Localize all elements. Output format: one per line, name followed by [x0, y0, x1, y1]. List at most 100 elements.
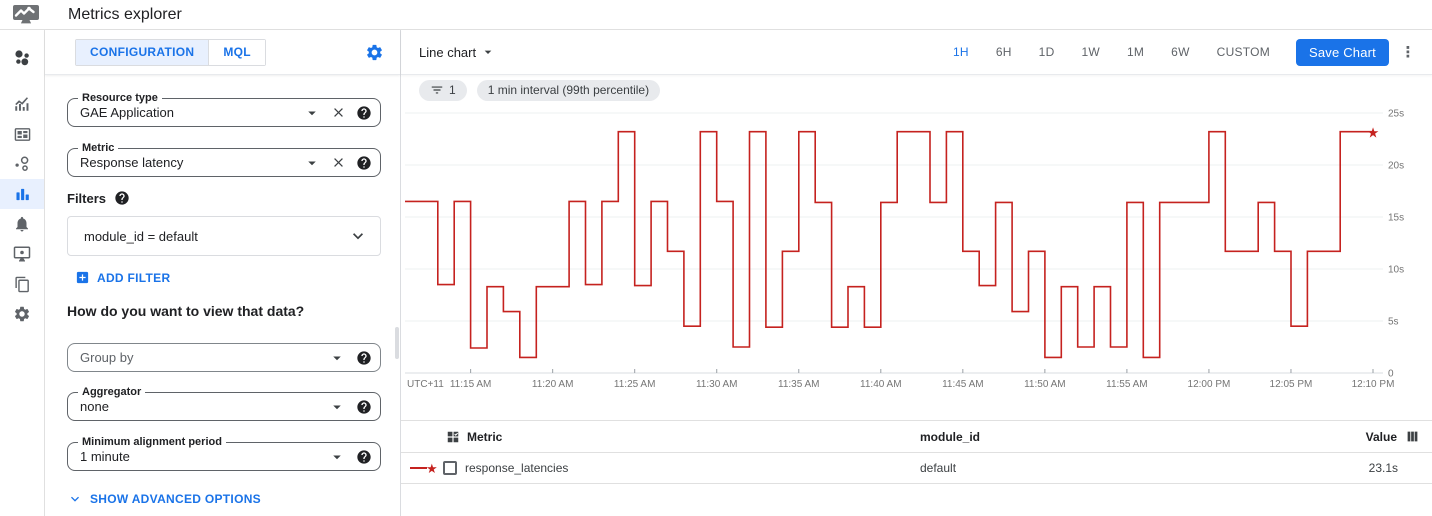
expand-more-icon[interactable] [348, 226, 368, 246]
x-axis-tick-label: 11:45 AM [942, 379, 984, 390]
help-icon[interactable] [356, 105, 372, 121]
min-alignment-field[interactable]: Minimum alignment period 1 minute [67, 436, 381, 471]
help-icon[interactable] [356, 449, 372, 465]
y-axis-tick-label: 20s [1388, 161, 1404, 172]
x-axis-tick-label: 12:10 PM [1352, 379, 1395, 390]
chevron-down-icon [484, 50, 492, 54]
time-range-group: 1H 6H 1D 1W 1M 6W CUSTOM [953, 45, 1270, 59]
configuration-panel: CONFIGURATION MQL Resource type GAE Appl… [45, 30, 401, 516]
time-range-1d[interactable]: 1D [1038, 45, 1055, 59]
help-icon[interactable] [356, 155, 372, 171]
filter-list-icon [431, 86, 443, 94]
time-range-6w[interactable]: 6W [1171, 45, 1190, 59]
config-scrollbar[interactable] [395, 327, 399, 359]
tab-mql[interactable]: MQL [208, 39, 265, 65]
add-filter-button[interactable]: ADD FILTER [75, 270, 170, 285]
sidebar-item-metrics-explorer[interactable] [0, 179, 44, 209]
columns-icon[interactable] [1406, 430, 1419, 443]
filter-count: 1 [449, 83, 456, 97]
x-axis-tick-label: 11:40 AM [860, 379, 902, 390]
utc-offset-label: UTC+11 [407, 379, 444, 390]
chevron-down-icon [67, 491, 83, 507]
chevron-down-icon[interactable] [328, 349, 346, 367]
row-metric-name: response_latencies [465, 461, 569, 475]
interval-chip[interactable]: 1 min interval (99th percentile) [476, 79, 661, 101]
interval-label: 1 min interval (99th percentile) [487, 83, 650, 97]
clear-icon[interactable] [331, 105, 346, 120]
row-checkbox[interactable] [443, 461, 457, 475]
filters-section-label: Filters [67, 190, 130, 206]
col-value: Value [1365, 429, 1397, 444]
sidebar-item-metrics[interactable] [0, 89, 44, 119]
sidebar-item-groups[interactable] [0, 269, 44, 299]
help-icon[interactable] [114, 190, 130, 206]
sidebar-item-uptime-checks[interactable] [0, 239, 44, 269]
time-range-custom[interactable]: CUSTOM [1216, 45, 1270, 59]
chart-type-dropdown[interactable]: Line chart [419, 44, 496, 60]
chart-area: Line chart 1H 6H 1D 1W 1M 6W CUSTOM Save Chart… [401, 30, 1432, 516]
group-by-field[interactable]: Group by [67, 343, 381, 372]
show-advanced-options-button[interactable]: SHOW ADVANCED OPTIONS [67, 491, 261, 507]
chevron-down-icon[interactable] [303, 104, 321, 122]
chevron-down-icon[interactable] [303, 154, 321, 172]
col-module-id: module_id [920, 429, 981, 444]
col-metric: Metric [467, 429, 503, 444]
series-legend-key: ★ [410, 462, 438, 475]
chevron-down-icon[interactable] [328, 448, 346, 466]
toggle-columns-icon[interactable] [446, 430, 460, 444]
help-icon[interactable] [356, 350, 372, 366]
time-range-1m[interactable]: 1M [1127, 45, 1145, 59]
table-row[interactable]: ★ response_latencies default 23.1s [401, 453, 1432, 484]
time-range-1h[interactable]: 1H [952, 45, 969, 59]
show-advanced-options-label: SHOW ADVANCED OPTIONS [90, 492, 261, 506]
x-axis-tick-label: 11:20 AM [532, 379, 574, 390]
help-icon[interactable] [356, 399, 372, 415]
aggregator-label: Aggregator [78, 386, 146, 398]
row-value: 23.1s [1368, 461, 1398, 475]
y-axis-tick-label: 0 [1388, 369, 1394, 380]
chevron-down-icon[interactable] [328, 398, 346, 416]
metric-field[interactable]: Metric Response latency [67, 142, 381, 177]
add-filter-label: ADD FILTER [97, 270, 171, 285]
timeseries-chart[interactable]: 25s 20s 15s 10s 5s 0 UTC+11 11:15 AM 11:20 AM 11:… [401, 105, 1432, 405]
clear-icon[interactable] [331, 155, 346, 170]
filter-item[interactable]: module_id = default [67, 216, 381, 256]
time-range-6h[interactable]: 6H [995, 45, 1012, 59]
x-axis-tick-label: 11:50 AM [1024, 379, 1066, 390]
y-axis-tick-label: 25s [1388, 109, 1404, 120]
more-options-icon[interactable]: ⋮ [1400, 43, 1416, 61]
row-module-id: default [920, 461, 957, 475]
min-alignment-value: 1 minute [80, 449, 130, 464]
save-chart-button[interactable]: Save Chart [1295, 38, 1389, 66]
sidebar-item-overview[interactable] [0, 43, 44, 73]
sidebar-item-dashboards[interactable] [0, 119, 44, 149]
sidebar-item-settings[interactable] [0, 299, 44, 329]
resource-type-field[interactable]: Resource type GAE Application [67, 92, 381, 127]
top-header: Metrics explorer [0, 0, 1432, 30]
response-latency-line [405, 130, 1374, 359]
tab-configuration[interactable]: CONFIGURATION [76, 39, 209, 65]
sidebar-item-services[interactable] [0, 149, 44, 179]
x-axis-tick-label: 11:15 AM [450, 379, 492, 390]
time-range-1w[interactable]: 1W [1081, 45, 1100, 59]
view-data-heading: How do you want to view that data? [67, 303, 305, 319]
legend-table: Metric module_id Value ★ response_latenc… [401, 420, 1432, 484]
chart-settings-gear-icon[interactable] [365, 43, 384, 67]
series-star-icon: ★ [426, 460, 438, 476]
chart-type-label: Line chart [419, 44, 477, 60]
monitoring-product-icon[interactable] [10, 4, 42, 26]
sidebar-item-alerting[interactable] [0, 209, 44, 239]
aggregator-value: none [80, 399, 109, 414]
aggregator-field[interactable]: Aggregator none [67, 386, 381, 421]
filter-count-chip[interactable]: 1 [419, 79, 467, 101]
page-title: Metrics explorer [68, 5, 182, 23]
x-axis-tick-label: 12:05 PM [1270, 379, 1313, 390]
x-axis-tick-label: 12:00 PM [1188, 379, 1231, 390]
x-axis-tick-label: 11:30 AM [696, 379, 738, 390]
min-alignment-label: Minimum alignment period [78, 436, 226, 448]
legend-table-header: Metric module_id Value [401, 420, 1432, 453]
chart-toolbar: Line chart 1H 6H 1D 1W 1M 6W CUSTOM Save Chart… [401, 30, 1432, 75]
metric-value: Response latency [80, 155, 184, 170]
x-axis-tick-label: 11:25 AM [614, 379, 656, 390]
